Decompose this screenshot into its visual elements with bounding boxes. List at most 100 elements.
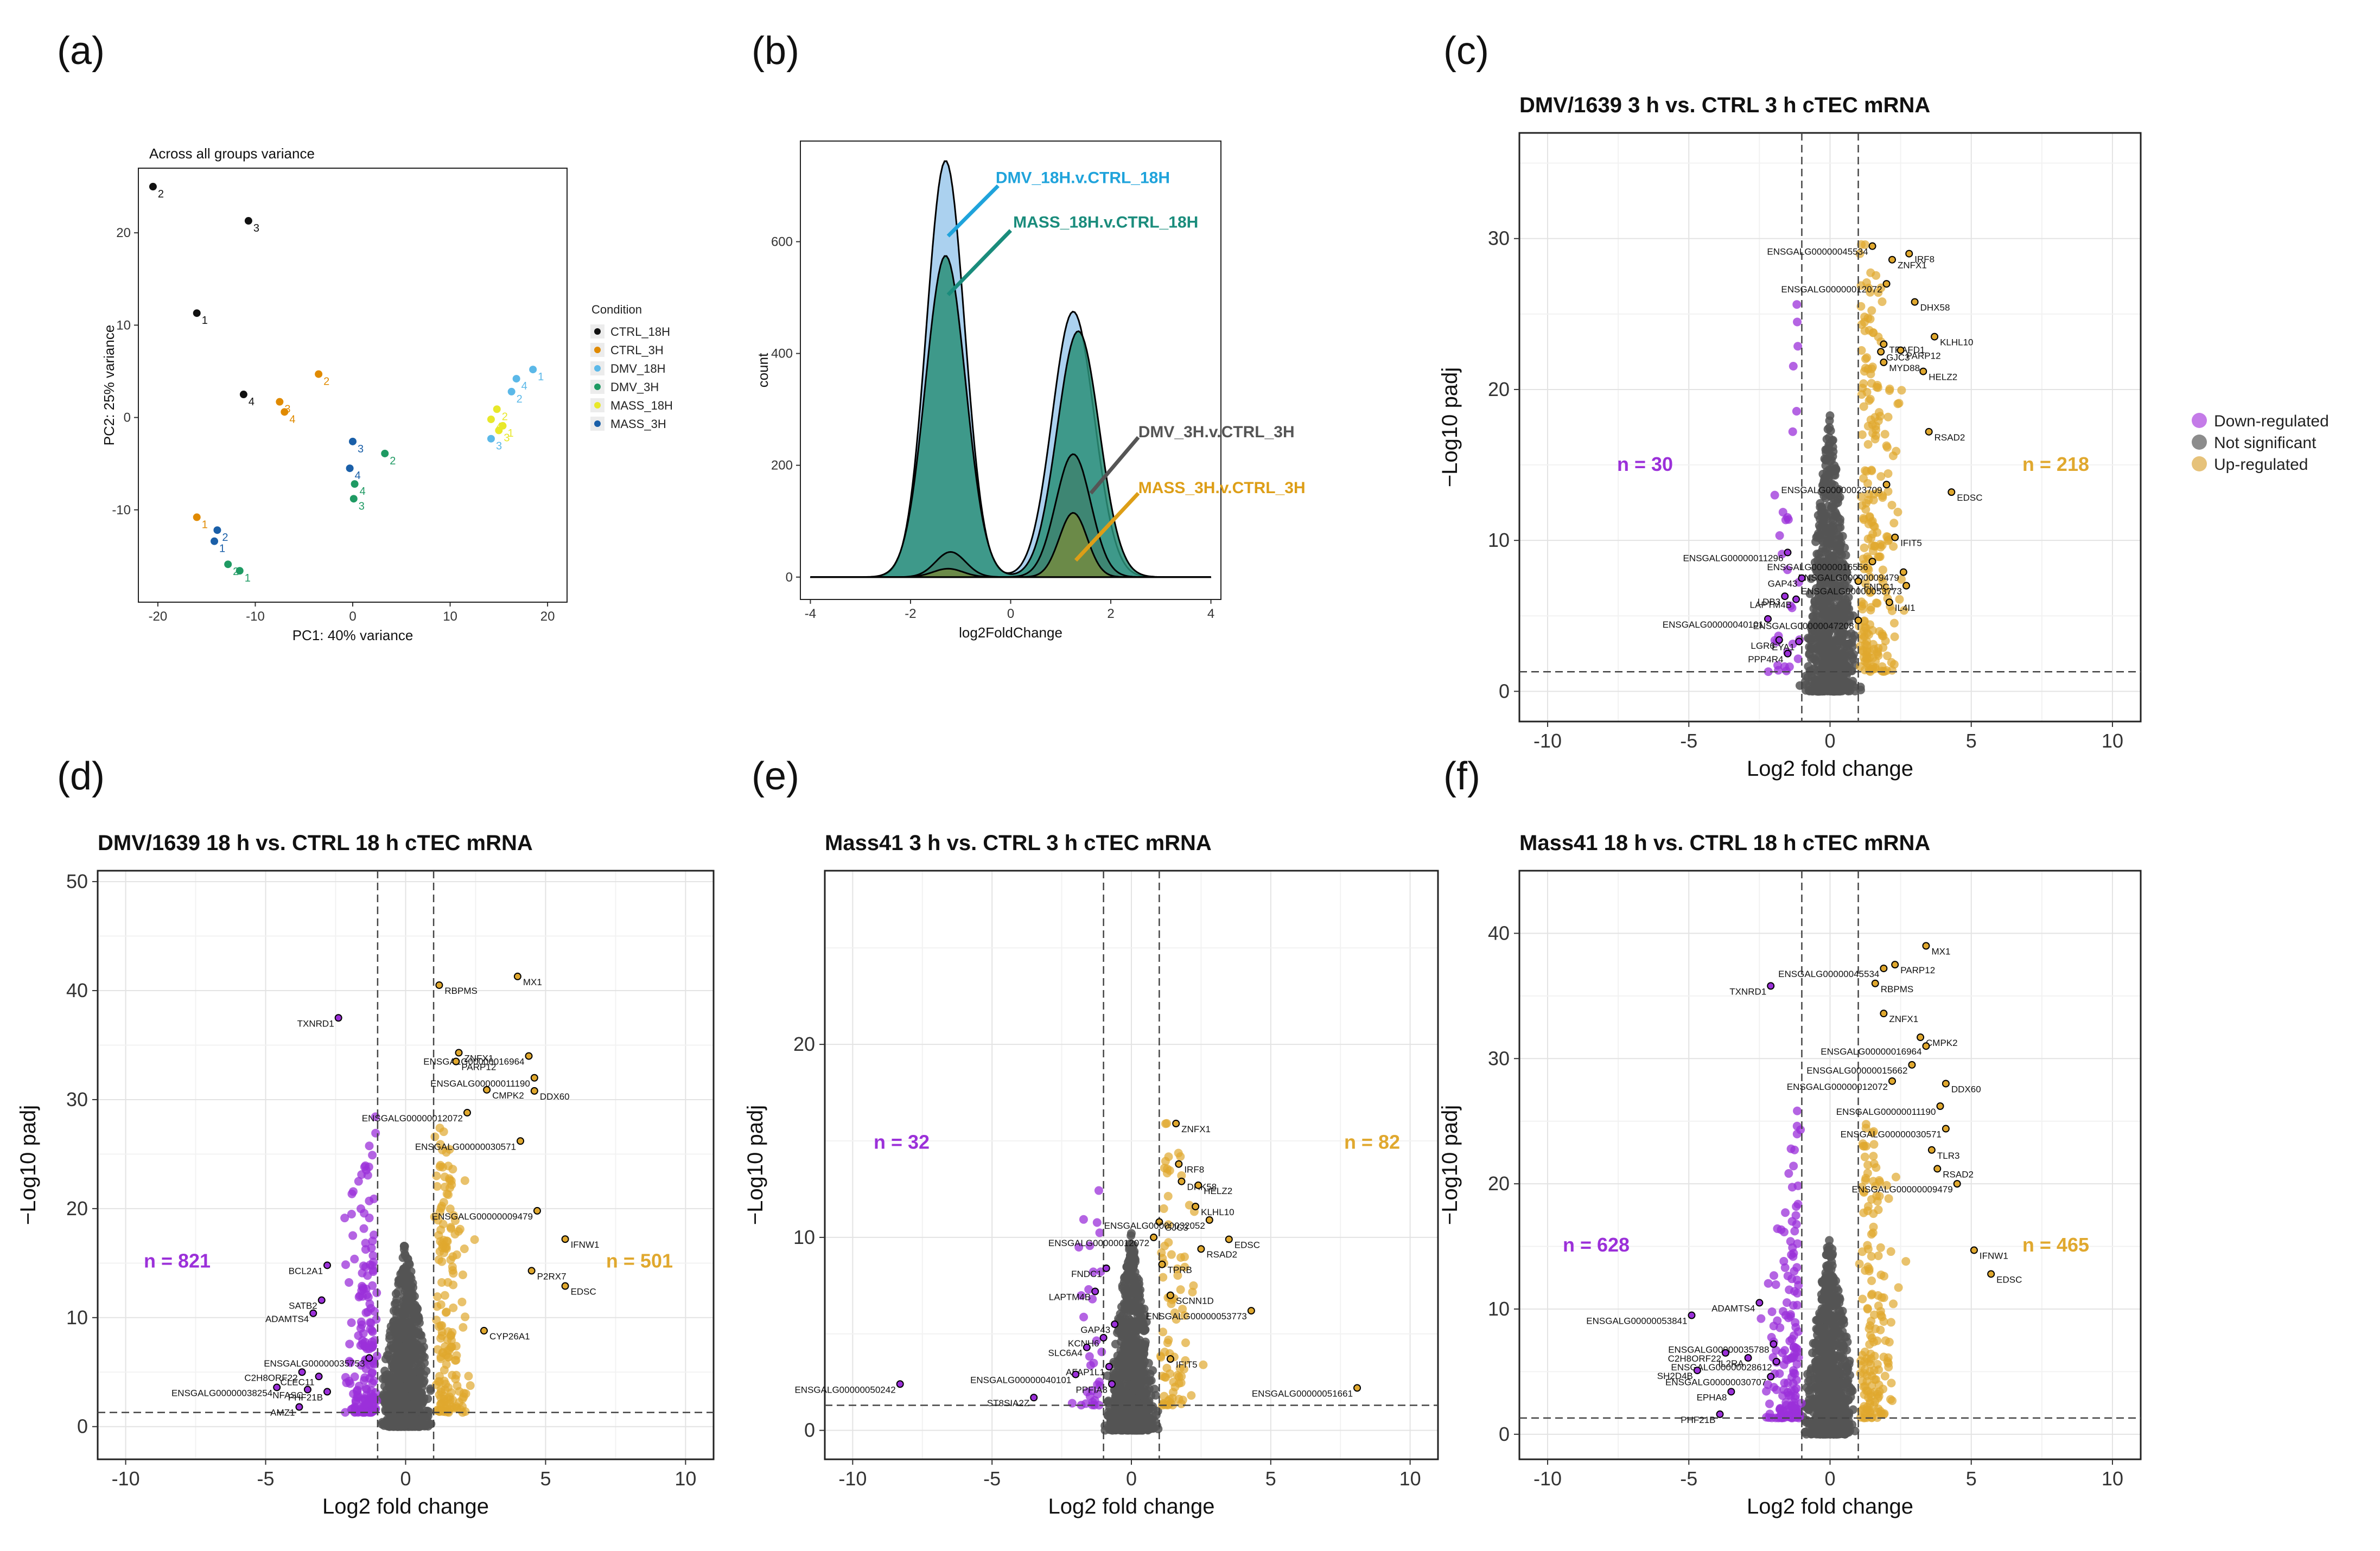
point-up-regulated: [442, 1307, 451, 1317]
panel-letter-c: (c): [1443, 29, 1489, 73]
x-axis-label: log2FoldChange: [959, 624, 1062, 641]
point-up-regulated: [1188, 1287, 1197, 1297]
point-not-significant: [1125, 1357, 1135, 1367]
point-up-regulated: [1883, 651, 1892, 660]
point-down-regulated: [1095, 1228, 1104, 1237]
pca-point: [213, 526, 221, 534]
legend-swatch: [594, 384, 601, 390]
pca-legend-title: Condition: [591, 303, 642, 316]
point-not-significant: [1838, 1306, 1847, 1316]
point-not-significant: [1805, 642, 1814, 652]
point-not-significant: [393, 1287, 403, 1297]
point-not-significant: [1124, 1424, 1134, 1433]
y-axis-label: PC2: 25% variance: [101, 325, 117, 446]
point-up-regulated: [1869, 495, 1878, 505]
point-up-regulated: [435, 1207, 444, 1216]
y-tick-label: 40: [66, 979, 88, 1001]
pca-point: [346, 464, 354, 473]
labeled-gene-point: [295, 1403, 303, 1411]
gene-label: IL4I1: [1895, 603, 1916, 613]
point-not-significant: [1830, 1310, 1840, 1319]
point-not-significant: [1127, 1380, 1136, 1389]
x-tick-label: -10: [1533, 1467, 1562, 1490]
point-down-regulated: [1779, 1307, 1788, 1316]
point-up-regulated: [1181, 1356, 1190, 1365]
point-up-regulated: [1181, 1338, 1190, 1348]
point-up-regulated: [435, 1377, 444, 1386]
point-down-regulated: [357, 1361, 366, 1370]
point-not-significant: [411, 1333, 420, 1342]
density-annotation: DMV_18H.v.CTRL_18H: [996, 169, 1170, 187]
point-up-regulated: [1873, 383, 1882, 392]
labeled-gene-point: [896, 1380, 904, 1388]
labeled-gene-point: [298, 1368, 306, 1376]
point-not-significant: [1821, 547, 1830, 557]
point-not-significant: [402, 1281, 411, 1291]
point-down-regulated: [1789, 1161, 1798, 1171]
down-count-label: n = 821: [144, 1249, 211, 1272]
point-up-regulated: [1890, 632, 1899, 641]
point-up-regulated: [449, 1303, 458, 1312]
gene-label: GAP43: [1080, 1325, 1110, 1335]
point-not-significant: [1818, 1373, 1828, 1382]
point-down-regulated: [345, 1278, 354, 1287]
point-up-regulated: [457, 1297, 467, 1306]
labeled-gene-point: [1897, 346, 1905, 354]
legend-label: CTRL_18H: [610, 325, 670, 339]
point-up-regulated: [1857, 346, 1866, 355]
gene-label: LAPTM4B: [1750, 600, 1792, 610]
point-up-regulated: [1880, 583, 1889, 592]
point-not-significant: [1807, 686, 1816, 695]
point-down-regulated: [1785, 1285, 1794, 1294]
point-up-regulated: [452, 1351, 461, 1360]
labeled-gene-point: [1197, 1245, 1205, 1253]
point-down-regulated: [1781, 515, 1790, 525]
density-curve: [810, 512, 1212, 578]
point-up-regulated: [1875, 552, 1884, 561]
point-not-significant: [1134, 1286, 1143, 1295]
point-up-regulated: [1187, 1391, 1196, 1400]
point-up-regulated: [1185, 1201, 1194, 1210]
point-up-regulated: [1872, 598, 1881, 608]
point-not-significant: [1835, 1317, 1844, 1326]
point-up-regulated: [1883, 412, 1893, 422]
point-down-regulated: [347, 1210, 356, 1219]
point-down-regulated: [1793, 1181, 1803, 1190]
point-up-regulated: [1869, 328, 1878, 337]
point-not-significant: [1812, 1383, 1822, 1393]
gene-label: SLC6A4: [1048, 1348, 1082, 1358]
y-tick-label: 20: [1488, 378, 1510, 400]
point-down-regulated: [1094, 1186, 1103, 1195]
legend-label: MASS_3H: [610, 417, 666, 431]
gene-label: DHK58: [1187, 1182, 1217, 1192]
x-axis-label: Log2 fold change: [1747, 757, 1913, 781]
x-tick-label: -5: [257, 1467, 275, 1490]
point-down-regulated: [365, 1141, 374, 1151]
point-not-significant: [1844, 593, 1853, 602]
gene-label: CMPK2: [492, 1090, 524, 1101]
gene-label: SATB2: [289, 1301, 317, 1311]
density-annotation: DMV_3H.v.CTRL_3H: [1138, 423, 1295, 441]
point-up-regulated: [1164, 1152, 1173, 1161]
point-down-regulated: [1782, 1298, 1791, 1307]
gene-label: FNDC1: [1864, 582, 1895, 592]
gene-label: ENSGALG00000011190: [430, 1078, 530, 1089]
gene-label: DDX60: [540, 1092, 570, 1102]
point-down-regulated: [1764, 667, 1773, 676]
point-up-regulated: [1174, 1378, 1183, 1388]
point-not-significant: [1822, 455, 1831, 464]
point-not-significant: [1800, 677, 1810, 686]
point-not-significant: [405, 1344, 415, 1354]
point-down-regulated: [1077, 1291, 1086, 1300]
point-up-regulated: [1882, 1180, 1891, 1190]
x-tick-label: 5: [540, 1467, 551, 1490]
pca-point: [487, 415, 495, 423]
labeled-gene-point: [1925, 427, 1933, 436]
panel-letter-b: (b): [752, 29, 799, 73]
point-not-significant: [1831, 1291, 1841, 1300]
point-not-significant: [1800, 1427, 1810, 1437]
labeled-gene-point: [323, 1261, 332, 1269]
gene-label: ENSGALG00000051661: [1252, 1388, 1353, 1399]
point-not-significant: [1826, 1377, 1835, 1386]
